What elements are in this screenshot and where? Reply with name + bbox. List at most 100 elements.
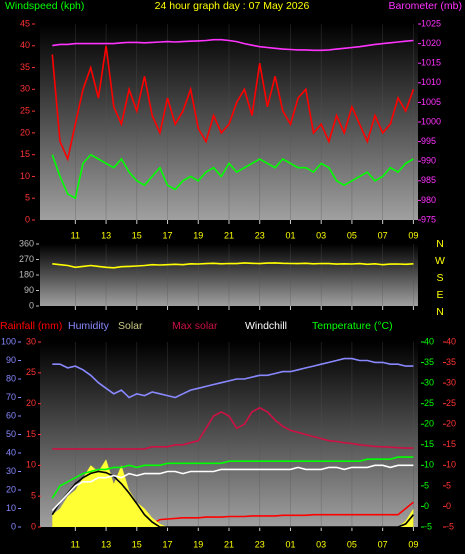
y-tick-label: 50 <box>6 429 16 439</box>
line <box>51 456 414 499</box>
y-tick-label: 980 <box>421 195 436 205</box>
y-tick-label: 20 <box>6 484 16 494</box>
y-tick-label: 10 <box>424 460 434 470</box>
y-tick-label: 25 <box>20 105 30 115</box>
y-tick-label: 990 <box>421 156 436 166</box>
y-tick-label: 20 <box>26 398 36 408</box>
y-tick-label: 5 <box>31 491 36 501</box>
x-tick-label: 19 <box>193 539 203 549</box>
y-tick-label: 35 <box>446 357 456 367</box>
y-tick-label: 15 <box>424 439 434 449</box>
x-tick-label: 07 <box>378 539 388 549</box>
y-tick-label: 1010 <box>421 77 441 87</box>
y-tick-label: 10 <box>26 460 36 470</box>
y-tick-label: 20 <box>446 419 456 429</box>
line <box>51 153 414 200</box>
compass-label: N <box>436 238 444 250</box>
line <box>52 38 414 52</box>
y-tick-label: 180 <box>19 269 34 279</box>
y-tick-label: 15 <box>20 149 30 159</box>
y-tick-label: 30 <box>446 377 456 387</box>
x-tick-label: 11 <box>71 539 80 549</box>
legend-label: Barometer (mb) <box>388 0 462 12</box>
y-tick-label: 1020 <box>421 38 441 48</box>
y-tick-label: 5 <box>446 480 451 490</box>
x-tick-label: 01 <box>285 230 295 240</box>
y-tick-label: 30 <box>26 336 36 346</box>
y-tick-label: 30 <box>6 466 16 476</box>
legend-label: Humidity <box>68 320 110 332</box>
legend-label: Max solar <box>172 320 218 332</box>
y-tick-label: 25 <box>26 367 36 377</box>
legend-label: Rainfall (mm) <box>0 320 62 332</box>
legend-label: Windchill <box>245 320 287 332</box>
legend-label: Temperature (°C) <box>312 320 393 332</box>
compass-label: E <box>436 289 443 301</box>
x-tick-label: 21 <box>224 230 234 240</box>
y-tick-label: 1005 <box>421 97 441 107</box>
line <box>51 45 415 162</box>
y-tick-label: 0 <box>11 521 16 531</box>
x-tick-label: 09 <box>408 230 418 240</box>
y-tick-label: 80 <box>6 373 16 383</box>
x-tick-label: 23 <box>255 230 265 240</box>
y-tick-label: 20 <box>20 127 30 137</box>
legend-label: Windspeed (kph) <box>5 0 84 12</box>
area <box>52 459 414 527</box>
y-tick-label: 100 <box>1 336 16 346</box>
y-tick-label: 5 <box>25 193 30 203</box>
y-tick-label: 30 <box>20 84 30 94</box>
y-tick-label: 10 <box>446 460 456 470</box>
y-tick-label: 5 <box>424 480 429 490</box>
y-tick-label: 0 <box>29 300 34 310</box>
x-tick-label: 11 <box>71 230 80 240</box>
x-tick-label: 05 <box>347 230 357 240</box>
y-tick-label: 40 <box>446 336 456 346</box>
x-tick-label: 23 <box>255 539 265 549</box>
y-tick-label: 40 <box>424 336 434 346</box>
line <box>52 357 414 399</box>
y-tick-label: 25 <box>424 398 434 408</box>
y-tick-label: 985 <box>421 175 436 185</box>
y-tick-label: 40 <box>20 40 30 50</box>
y-tick-label: 15 <box>446 439 456 449</box>
x-tick-label: 15 <box>132 230 142 240</box>
y-tick-label: 30 <box>424 377 434 387</box>
y-tick-label: 0 <box>31 521 36 531</box>
y-tick-label: 0 <box>424 501 429 511</box>
y-tick-label: 20 <box>424 419 434 429</box>
y-tick-label: 45 <box>20 18 30 28</box>
x-tick-label: 07 <box>378 230 388 240</box>
y-tick-label: 1015 <box>421 58 441 68</box>
y-tick-label: 10 <box>20 171 30 181</box>
y-tick-label: 995 <box>421 136 436 146</box>
x-tick-label: 03 <box>316 230 326 240</box>
y-tick-label: 10 <box>6 503 16 513</box>
y-tick-label: 1000 <box>421 116 441 126</box>
y-tick-label: 0 <box>446 501 451 511</box>
compass-label: S <box>436 272 443 284</box>
y-tick-label: 975 <box>421 214 436 224</box>
y-tick-label: -5 <box>446 521 454 531</box>
y-tick-label: 0 <box>25 214 30 224</box>
y-tick-label: 90 <box>6 355 16 365</box>
y-tick-label: 1025 <box>421 18 441 28</box>
x-tick-label: 17 <box>163 230 173 240</box>
x-tick-label: 05 <box>347 539 357 549</box>
line <box>52 406 414 450</box>
x-tick-label: 13 <box>101 539 111 549</box>
y-tick-label: 40 <box>6 447 16 457</box>
x-tick-label: 17 <box>163 539 173 549</box>
y-tick-label: -5 <box>424 521 432 531</box>
compass-label: N <box>436 306 444 318</box>
y-tick-label: 360 <box>19 238 34 248</box>
legend-label: Solar <box>118 320 143 332</box>
x-tick-label: 13 <box>101 230 111 240</box>
y-tick-label: 70 <box>6 392 16 402</box>
line <box>52 262 414 269</box>
x-tick-label: 19 <box>193 230 203 240</box>
y-tick-label: 35 <box>20 62 30 72</box>
y-tick-label: 270 <box>19 254 34 264</box>
y-tick-label: 60 <box>6 410 16 420</box>
